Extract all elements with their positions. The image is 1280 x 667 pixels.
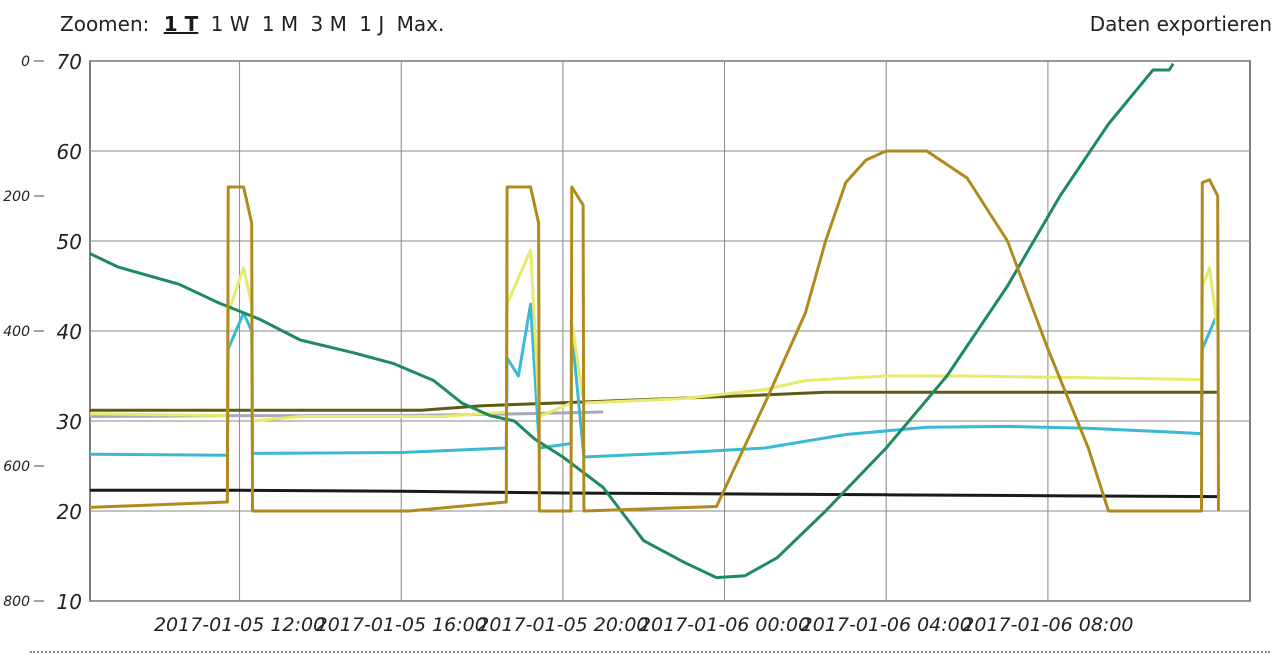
zoom-label: Zoomen:: [60, 12, 150, 36]
x-tick-label: 2017-01-06 00:00: [639, 614, 810, 636]
zoom-1w-button[interactable]: 1 W: [210, 12, 250, 36]
x-tick-label: 2017-01-05 12:00: [154, 614, 325, 636]
series-line-4: [90, 488, 1218, 499]
x-tick-label: 2017-01-05 16:00: [316, 614, 487, 636]
y-tick-label: 60: [57, 140, 82, 164]
zoom-3m-button[interactable]: 3 M: [310, 12, 347, 36]
y-tick-label: 40: [57, 320, 82, 344]
series-line-1: [89, 149, 1220, 513]
y-tick-label: 10: [57, 590, 82, 614]
x-tick-label: 2017-01-06 08:00: [962, 614, 1133, 636]
secondary-tick-label: 400: [3, 324, 30, 340]
y-tick-label: 50: [57, 230, 82, 254]
zoom-max-button[interactable]: Max.: [396, 12, 445, 36]
secondary-tick-label: 200: [3, 189, 30, 205]
y-tick-label: 30: [57, 410, 82, 434]
secondary-tick-label: 600: [3, 459, 30, 475]
zoom-toolbar: Zoomen: 1 T 1 W 1 M 3 M 1 J Max.: [60, 12, 450, 36]
zoom-1t-button[interactable]: 1 T: [163, 12, 199, 36]
secondary-tick-label: 800: [3, 594, 30, 610]
y-tick-label: 20: [57, 500, 82, 524]
zoom-1m-button[interactable]: 1 M: [261, 12, 299, 36]
footer-divider: [30, 651, 1270, 653]
export-data-link[interactable]: Daten exportieren: [1089, 12, 1272, 36]
x-tick-label: 2017-01-05 20:00: [477, 614, 648, 636]
y-tick-label: 70: [57, 50, 82, 74]
series-line-3: [89, 302, 1220, 459]
secondary-tick-label: 0: [21, 54, 30, 70]
series-line-2: [89, 248, 1220, 423]
series-line-0: [89, 62, 1175, 580]
zoom-1j-button[interactable]: 1 J: [359, 12, 385, 36]
x-tick-label: 2017-01-06 04:00: [801, 614, 972, 636]
